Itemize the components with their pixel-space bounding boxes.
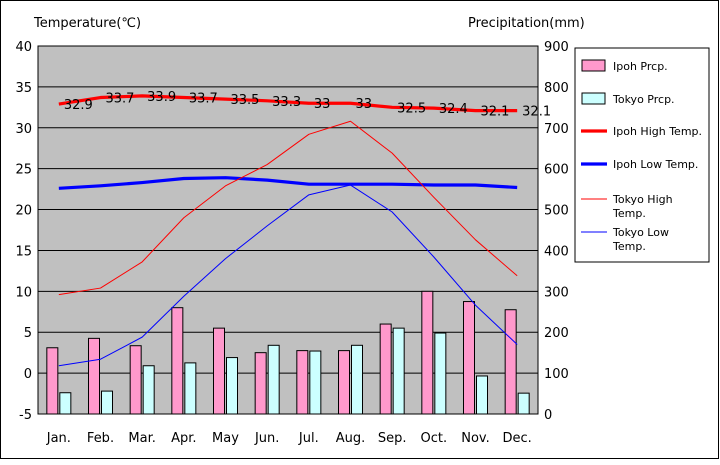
x-tick-label: Jan. [46, 431, 71, 446]
y-right-tick-label: 300 [544, 285, 569, 300]
y-left-tick-label: 0 [24, 367, 32, 382]
y-right-tick-label: 0 [544, 408, 552, 423]
y-left-tick-label: 40 [15, 40, 32, 55]
bar-tokyo-prcp-6 [309, 350, 322, 415]
data-label: 32.1 [522, 105, 551, 120]
bar-ipoh-prcp-1 [88, 337, 100, 415]
y-axis-right-label: Precipitation(mm) [468, 16, 585, 31]
data-label: 33.9 [147, 90, 176, 105]
bar-tokyo-prcp-7 [351, 344, 363, 415]
bar-tokyo-prcp-5 [267, 344, 280, 415]
x-tick-label: Oct. [421, 431, 448, 446]
bar-ipoh-prcp-4 [213, 327, 225, 415]
x-tick-label: Sep. [378, 431, 407, 446]
legend-label-tokyo-low-temp-cont: Temp. [612, 240, 646, 253]
y-left-tick-label: 15 [15, 244, 32, 259]
data-label: 33.7 [106, 92, 135, 107]
y-left-tick-label: 10 [15, 285, 32, 300]
data-label: 33.7 [189, 92, 218, 107]
x-tick-label: Feb. [87, 431, 114, 446]
y-left-tick-label: 25 [15, 163, 32, 178]
bar-ipoh-prcp-10 [463, 301, 475, 415]
bar-tokyo-prcp-8 [392, 327, 405, 415]
line-tokyo-low-temp [58, 184, 518, 367]
legend-label-tokyo-high-temp-cont: Temp. [612, 207, 646, 220]
data-label: 33 [314, 97, 331, 112]
y-right-tick-label: 100 [544, 367, 569, 382]
x-tick-label: May [212, 431, 239, 446]
bar-ipoh-prcp-2 [129, 345, 142, 415]
data-label: 32.9 [64, 98, 93, 113]
plot-border [37, 45, 539, 415]
x-tick-label: Dec. [503, 431, 532, 446]
line-ipoh-low-temp [58, 176, 518, 190]
x-tick-label: Aug. [336, 431, 366, 446]
bar-ipoh-prcp-6 [296, 350, 309, 415]
bar-tokyo-prcp-1 [101, 390, 113, 415]
bar-ipoh-prcp-3 [171, 307, 184, 415]
y-right-tick-label: 700 [544, 122, 569, 137]
y-right-tick-label: 200 [544, 326, 569, 341]
data-label: 33.5 [231, 93, 260, 108]
x-tick-label: Jul. [298, 431, 319, 446]
bar-ipoh-prcp-11 [504, 309, 517, 415]
legend-swatch-tokyo-prcp [581, 92, 606, 105]
legend-label-ipoh-prcp: Ipoh Prcp. [613, 60, 668, 73]
x-tick-label: Nov. [461, 431, 490, 446]
bar-tokyo-prcp-3 [184, 362, 197, 415]
legend-label-tokyo-prcp: Tokyo Prcp. [612, 93, 675, 106]
legend-label-ipoh-low-temp: Ipoh Low Temp. [613, 158, 698, 171]
data-label: 32.5 [397, 101, 426, 116]
y-right-tick-label: 600 [544, 163, 569, 178]
data-label: 32.1 [481, 105, 510, 120]
y-right-tick-label: 800 [544, 81, 569, 96]
bar-tokyo-prcp-4 [226, 357, 238, 415]
bar-ipoh-prcp-5 [254, 352, 267, 415]
y-left-tick-label: 5 [24, 326, 32, 341]
bar-tokyo-prcp-0 [59, 392, 72, 415]
line-ipoh-high-temp [58, 94, 518, 113]
data-label: 33.3 [272, 95, 301, 110]
line-tokyo-high-temp [58, 120, 518, 296]
y-axis-left-label: Temperature(℃) [33, 16, 141, 31]
x-tick-label: Mar. [128, 431, 155, 446]
data-label: 33 [356, 97, 373, 112]
x-tick-label: Jun. [254, 431, 279, 446]
legend-label-ipoh-high-temp: Ipoh High Temp. [613, 125, 702, 138]
legend-swatch-ipoh-prcp [581, 59, 606, 72]
bar-tokyo-prcp-10 [476, 375, 488, 415]
bar-tokyo-prcp-2 [142, 365, 155, 415]
y-right-tick-label: 400 [544, 244, 569, 259]
y-left-tick-label: -5 [19, 408, 32, 423]
bar-ipoh-prcp-9 [421, 290, 434, 415]
bar-ipoh-prcp-8 [379, 323, 392, 415]
bar-tokyo-prcp-9 [434, 332, 447, 415]
legend-label-tokyo-high-temp: Tokyo High [612, 193, 673, 206]
y-left-tick-label: 20 [15, 204, 32, 219]
bar-ipoh-prcp-0 [46, 347, 59, 415]
legend-box [574, 47, 710, 263]
bar-tokyo-prcp-11 [517, 392, 530, 415]
y-right-tick-label: 900 [544, 40, 569, 55]
plot-area [38, 46, 538, 414]
data-label: 32.4 [439, 102, 468, 117]
x-tick-label: Apr. [171, 431, 196, 446]
y-left-tick-label: 35 [15, 81, 32, 96]
y-left-tick-label: 30 [15, 122, 32, 137]
bar-ipoh-prcp-7 [338, 350, 350, 415]
legend-label-tokyo-low-temp: Tokyo Low [612, 226, 669, 239]
y-right-tick-label: 500 [544, 204, 569, 219]
